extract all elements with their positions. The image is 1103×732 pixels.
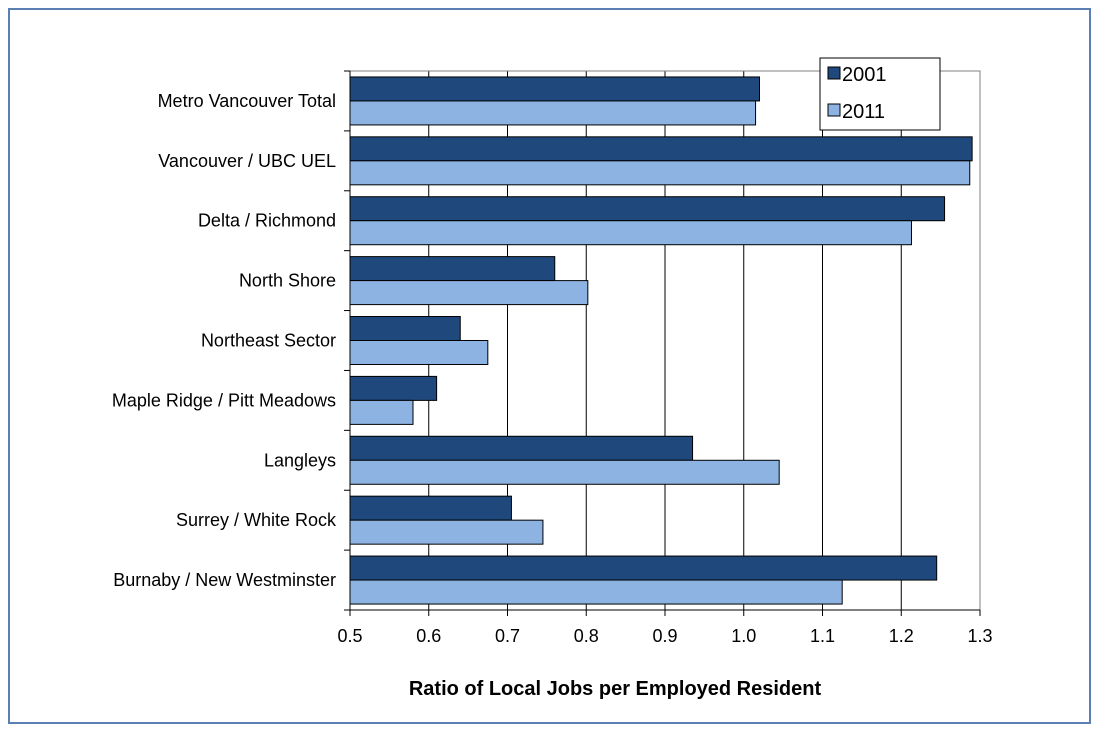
x-axis-title: Ratio of Local Jobs per Employed Residen… (409, 678, 822, 700)
bar-2011 (349, 579, 843, 605)
x-tick-label: 1.0 (731, 626, 756, 646)
category-label: Delta / Richmond (198, 211, 336, 231)
bar-2011 (349, 280, 589, 306)
x-tick-label: 0.7 (495, 626, 520, 646)
category-label: Metro Vancouver Total (158, 91, 336, 111)
bar-2001 (349, 76, 760, 102)
category-label: Burnaby / New Westminster (113, 570, 336, 590)
bar-2001 (349, 375, 438, 401)
bar-2001 (349, 316, 461, 341)
bar-2001 (349, 495, 512, 521)
category-label: Surrey / White Rock (176, 510, 337, 530)
bars (349, 76, 973, 605)
bar-2001 (349, 555, 938, 581)
category-label: Vancouver / UBC UEL (158, 151, 336, 171)
x-tick-label: 1.1 (810, 626, 835, 646)
category-label: Maple Ridge / Pitt Meadows (112, 390, 336, 410)
category-label: Northeast Sector (201, 331, 336, 351)
category-label: North Shore (239, 271, 336, 291)
bar-chart: Metro Vancouver Total Vancouver / UBC UEL… (112, 57, 993, 700)
x-tick-label: 1.2 (889, 626, 914, 646)
x-tick-label: 0.9 (652, 626, 677, 646)
legend-swatch-2001 (827, 66, 841, 80)
bar-2001 (349, 435, 694, 461)
bar-2001 (349, 256, 556, 282)
legend-label-2001: 2001 (842, 64, 887, 86)
x-tick-label: 1.3 (967, 626, 992, 646)
x-tick-label: 0.6 (416, 626, 441, 646)
bar-2011 (349, 220, 912, 246)
bar-2011 (349, 340, 489, 365)
legend: 2001 2011 (819, 57, 941, 131)
axes (344, 70, 981, 616)
bar-2001 (349, 136, 973, 162)
category-labels: Metro Vancouver Total Vancouver / UBC UEL… (112, 91, 337, 590)
bar-2001 (349, 196, 946, 222)
x-tick-label: 0.8 (574, 626, 599, 646)
bar-2011 (349, 399, 414, 425)
bar-2011 (349, 459, 780, 485)
chart-frame: Metro Vancouver Total Vancouver / UBC UEL… (8, 8, 1091, 724)
x-tick-label: 0.5 (337, 626, 362, 646)
bar-2011 (349, 519, 544, 545)
legend-swatch-2011 (827, 103, 841, 117)
legend-label-2011: 2011 (842, 101, 885, 123)
bar-2011 (349, 100, 757, 126)
category-label: Langleys (264, 450, 336, 470)
bar-2011 (349, 160, 971, 186)
x-tick-labels: 0.5 0.6 0.7 0.8 0.9 1.0 1.1 1.2 1.3 (337, 626, 992, 646)
